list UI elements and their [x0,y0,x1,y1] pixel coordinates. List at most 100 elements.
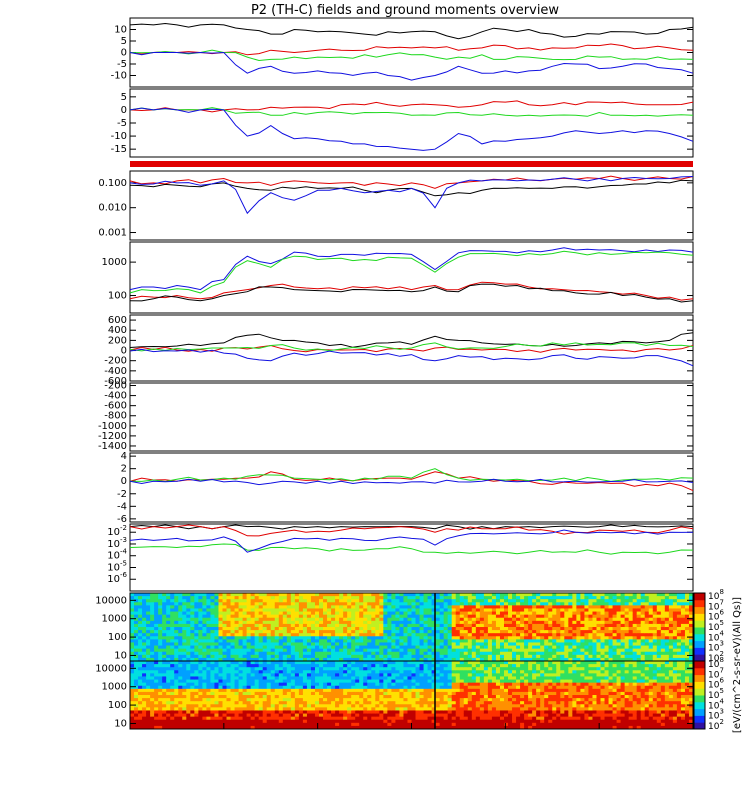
spectrogram-cell [178,627,183,631]
spectrogram-cell [262,688,268,693]
spectrogram-cell [403,716,408,721]
spectrogram-cell [198,617,203,622]
spectrogram-cell [306,704,312,708]
spectrogram-cell [298,698,304,702]
spectrogram-cell [270,716,276,721]
spectrogram-cell [596,614,602,619]
spectrogram-cell [310,676,316,681]
spectrogram-cell [306,698,312,702]
spectrogram-cell [323,673,328,677]
spectrogram-cell [387,667,392,671]
spectrogram-cell [411,707,417,711]
spectrogram-cell [190,642,195,647]
spectrogram-cell [403,682,408,687]
spectrogram-cell [363,685,368,690]
spectrogram-cell [503,593,509,597]
spectrogram-cell [347,676,352,681]
spectrogram-cell [403,657,408,662]
spectrogram-cell [339,630,344,634]
spectrogram-cell [306,596,312,600]
spectrogram-cell [516,633,521,637]
spectrogram-cell [274,695,280,699]
spectrogram-cell [142,688,147,693]
spectrogram-cell [230,710,236,715]
spectrogram-cell [310,654,316,659]
spectrogram-cell [379,707,384,711]
spectrogram-cell [323,623,328,628]
spectrogram-cell [455,623,461,628]
spectrogram-cell [487,657,493,662]
spectrogram-cell [319,596,324,600]
spectrogram-cell [391,719,396,724]
spectrogram-cell [580,608,585,613]
spectrogram-cell [520,608,525,613]
spectrogram-cell [576,645,581,650]
spectrogram-cell [335,620,340,625]
spectrogram-cell [491,633,497,637]
spectrogram-cell [150,722,155,727]
spectrogram-cell [363,676,368,681]
spectrogram-cell [572,627,577,631]
spectrogram-cell [656,657,662,662]
spectrogram-cell [238,636,244,640]
spectrogram-cell [447,596,453,600]
spectrogram-cell [351,682,356,687]
spectrogram-cell [218,642,223,647]
spectrogram-cell [166,719,171,724]
spectrogram-cell [242,645,248,650]
spectrogram-cell [672,614,678,619]
spectrogram-cell [528,617,533,622]
spectrogram-cell [435,599,441,603]
spectrogram-cell [447,636,453,640]
spectrogram-cell [379,716,384,721]
spectrogram-cell [194,593,199,597]
spectrogram-cell [395,679,400,684]
spectrogram-cell [652,657,658,662]
spectrogram-cell [680,620,686,625]
spectrogram-cell [250,676,256,681]
spectrogram-cell [399,716,404,721]
spectrogram-cell [508,614,513,619]
spectrogram-cell [564,596,569,600]
spectrogram-cell [367,673,372,677]
spectrogram-cell [624,636,630,640]
spectrogram-cell [351,661,356,665]
spectrogram-cell [624,620,630,625]
spectrogram-cell [532,620,537,625]
spectrogram-cell [604,617,610,622]
spectrogram-cell [174,654,179,659]
mode-bar [130,161,693,167]
spectrogram-cell [608,630,614,634]
spectrogram-cell [548,608,553,613]
y-tick-label: 5 [121,36,127,47]
spectrogram-cell [270,707,276,711]
spectrogram-cell [676,654,682,659]
spectrogram-cell [258,617,264,622]
spectrogram-cell [335,676,340,681]
spectrogram-cell [660,602,666,606]
panel-frame [129,88,694,158]
spectrogram-cell [218,667,223,671]
spectrogram-cell [134,596,139,600]
spectrogram-cell [166,698,171,702]
spectrogram-cell [210,648,215,653]
spectrogram-cell [218,698,223,702]
spectrogram-cell [447,593,453,597]
spectrogram-cell [286,654,292,659]
spectrogram-cell [564,651,569,656]
spectrogram-cell [512,657,517,662]
spectrogram-cell [552,593,557,597]
spectrogram-cell [524,639,529,643]
spectrogram-cell [367,691,372,696]
spectrogram-cell [395,691,400,696]
spectrogram-cell [604,605,610,609]
spectrogram-cell [608,617,614,622]
spectrogram-cell [343,611,348,616]
spectrogram-cell [234,661,240,665]
spectrogram-cell [540,627,545,631]
spectrogram-cell [202,611,207,616]
spectrogram-cell [371,710,376,715]
spectrogram-cell [487,596,493,600]
spectrogram-cell [576,657,581,662]
spectrogram-cell [210,679,215,684]
